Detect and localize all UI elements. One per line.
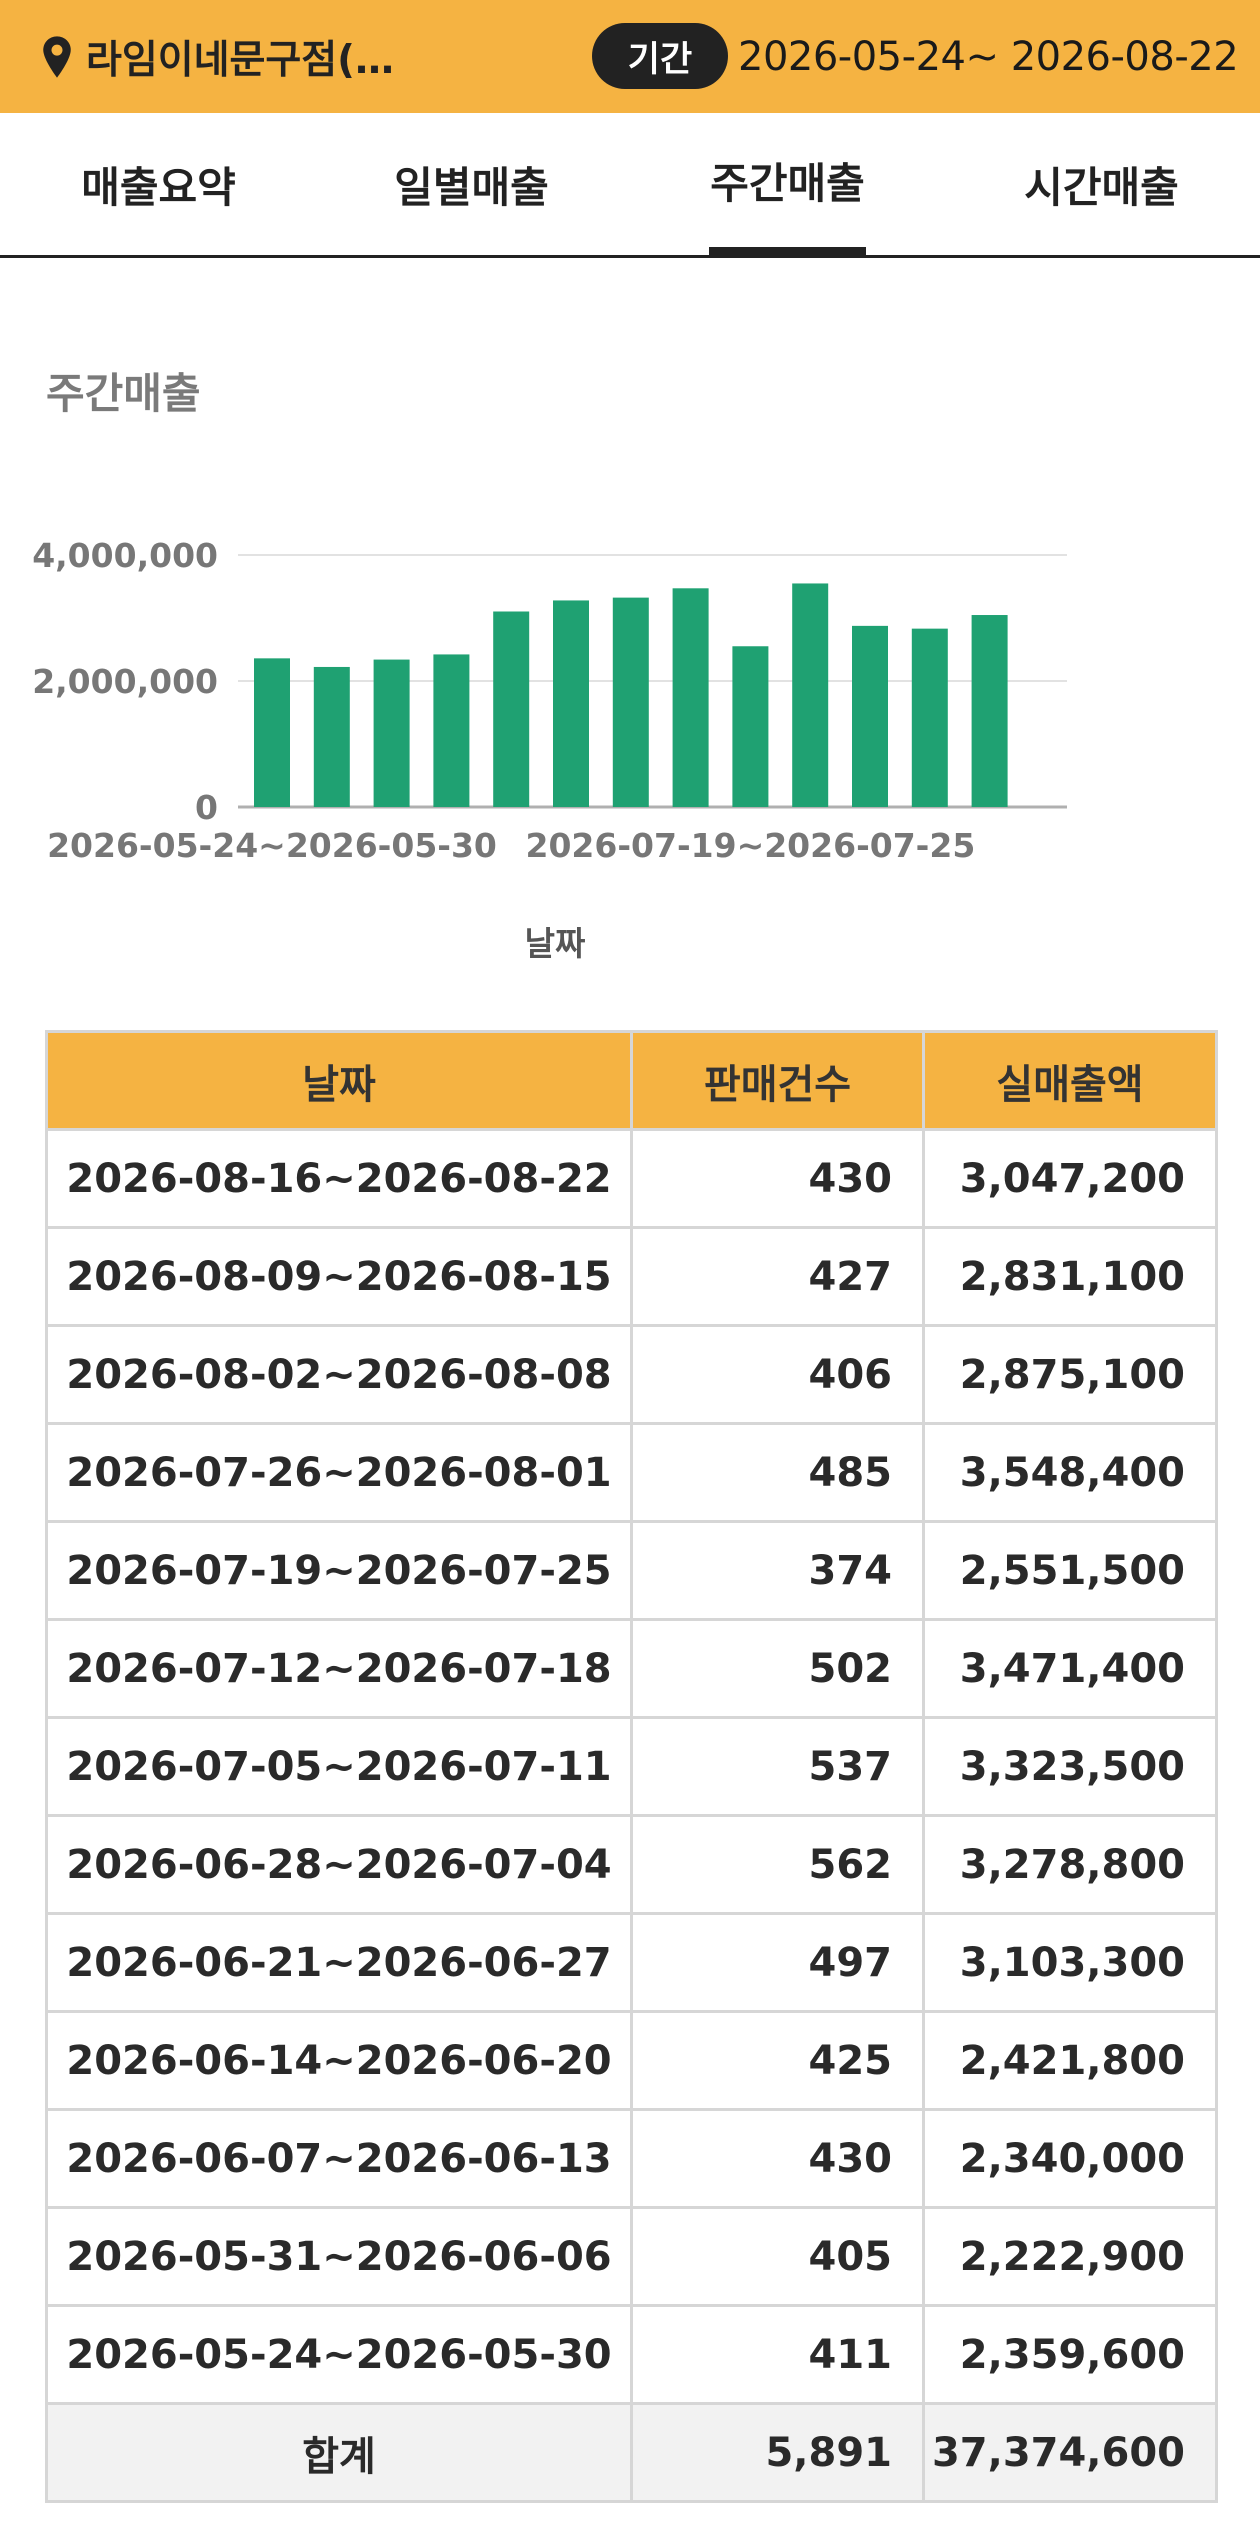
bar[interactable] <box>672 588 709 807</box>
row-date: 2026-07-26~2026-08-01 <box>45 1422 633 1523</box>
header-amount: 실매출액 <box>922 1030 1218 1131</box>
row-date: 2026-08-16~2026-08-22 <box>45 1128 633 1229</box>
total-label: 합계 <box>45 2402 633 2503</box>
row-count: 562 <box>630 1814 925 1915</box>
total-count: 5,891 <box>630 2402 925 2503</box>
total-amount: 37,374,600 <box>922 2402 1218 2503</box>
top-header: 라임이네문구점(… 기간 2026-05-24~ 2026-08-22 <box>0 0 1260 113</box>
row-count: 430 <box>630 1128 925 1229</box>
table-header-row: 날짜 판매건수 실매출액 <box>45 1030 1218 1131</box>
x-axis-label: 날짜 <box>525 924 586 963</box>
table-row: 2026-08-09~2026-08-15 427 2,831,100 <box>45 1226 1218 1327</box>
row-amount: 2,875,100 <box>922 1324 1218 1425</box>
table-row: 2026-08-02~2026-08-08 406 2,875,100 <box>45 1324 1218 1425</box>
row-date: 2026-06-21~2026-06-27 <box>45 1912 633 2013</box>
table-row: 2026-06-07~2026-06-13 430 2,340,000 <box>45 2108 1218 2209</box>
table-row: 2026-06-14~2026-06-20 425 2,421,800 <box>45 2010 1218 2111</box>
table-row: 2026-07-12~2026-07-18 502 3,471,400 <box>45 1618 1218 1719</box>
row-count: 374 <box>630 1520 925 1621</box>
row-date: 2026-07-12~2026-07-18 <box>45 1618 633 1719</box>
row-date: 2026-05-31~2026-06-06 <box>45 2206 633 2307</box>
row-amount: 3,471,400 <box>922 1618 1218 1719</box>
table-row: 2026-07-19~2026-07-25 374 2,551,500 <box>45 1520 1218 1621</box>
table-row: 2026-06-28~2026-07-04 562 3,278,800 <box>45 1814 1218 1915</box>
row-amount: 3,548,400 <box>922 1422 1218 1523</box>
row-count: 427 <box>630 1226 925 1327</box>
y-tick-label: 4,000,000 <box>32 536 218 575</box>
x-tick-label: 2026-05-24~2026-05-30 <box>47 826 497 865</box>
row-amount: 3,278,800 <box>922 1814 1218 1915</box>
store-name: 라임이네문구점(… <box>86 37 394 83</box>
weekly-sales-table: 날짜 판매건수 실매출액 2026-08-16~2026-08-22 430 3,0… <box>45 1030 1218 2503</box>
row-count: 406 <box>630 1324 925 1425</box>
store-selector[interactable]: 라임이네문구점(… <box>40 0 440 113</box>
row-amount: 2,222,900 <box>922 2206 1218 2307</box>
x-tick-label: 2026-07-19~2026-07-25 <box>525 826 975 865</box>
bar[interactable] <box>612 597 649 807</box>
table-row: 2026-06-21~2026-06-27 497 3,103,300 <box>45 1912 1218 2013</box>
row-date: 2026-06-14~2026-06-20 <box>45 2010 633 2111</box>
bar[interactable] <box>911 628 948 807</box>
row-amount: 2,551,500 <box>922 1520 1218 1621</box>
row-date: 2026-05-24~2026-05-30 <box>45 2304 633 2405</box>
row-count: 485 <box>630 1422 925 1523</box>
y-tick-label: 0 <box>195 788 218 827</box>
table-row: 2026-07-05~2026-07-11 537 3,323,500 <box>45 1716 1218 1817</box>
row-date: 2026-06-07~2026-06-13 <box>45 2108 633 2209</box>
table-row: 2026-07-26~2026-08-01 485 3,548,400 <box>45 1422 1218 1523</box>
bar[interactable] <box>313 666 350 807</box>
row-count: 405 <box>630 2206 925 2307</box>
row-amount: 2,340,000 <box>922 2108 1218 2209</box>
row-amount: 2,831,100 <box>922 1226 1218 1327</box>
row-amount: 3,323,500 <box>922 1716 1218 1817</box>
row-count: 425 <box>630 2010 925 2111</box>
row-date: 2026-07-05~2026-07-11 <box>45 1716 633 1817</box>
row-amount: 2,359,600 <box>922 2304 1218 2405</box>
row-count: 430 <box>630 2108 925 2209</box>
bar[interactable] <box>852 625 888 807</box>
row-amount: 3,103,300 <box>922 1912 1218 2013</box>
row-date: 2026-07-19~2026-07-25 <box>45 1520 633 1621</box>
tab-sales-summary[interactable]: 매출요약 <box>81 162 236 212</box>
section-title: 주간매출 <box>46 369 201 418</box>
tab-weekly-sales[interactable]: 주간매출 <box>709 113 866 255</box>
period-range-text[interactable]: 2026-05-24~ 2026-08-22 <box>738 33 1239 80</box>
row-amount: 2,421,800 <box>922 2010 1218 2111</box>
bar[interactable] <box>971 615 1008 807</box>
bar[interactable] <box>254 658 290 807</box>
bar[interactable] <box>732 646 769 807</box>
row-count: 497 <box>630 1912 925 2013</box>
bar[interactable] <box>373 659 410 807</box>
bar[interactable] <box>553 600 589 807</box>
header-count: 판매건수 <box>630 1030 925 1131</box>
row-date: 2026-08-02~2026-08-08 <box>45 1324 633 1425</box>
row-date: 2026-06-28~2026-07-04 <box>45 1814 633 1915</box>
tab-bar: 매출요약 일별매출 주간매출 시간매출 <box>0 113 1260 258</box>
row-amount: 3,047,200 <box>922 1128 1218 1229</box>
bar[interactable] <box>493 611 530 807</box>
location-pin-icon <box>43 35 71 78</box>
row-count: 537 <box>630 1716 925 1817</box>
bar[interactable] <box>792 583 829 807</box>
table-row: 2026-05-31~2026-06-06 405 2,222,900 <box>45 2206 1218 2307</box>
bar[interactable] <box>433 654 470 807</box>
header-date: 날짜 <box>45 1030 633 1131</box>
weekly-sales-bar-chart: 0 2,000,000 4,000,000 2026-05-24~2026-05-30… <box>32 536 1067 963</box>
tab-daily-sales[interactable]: 일별매출 <box>394 162 549 212</box>
table-row: 2026-08-16~2026-08-22 430 3,047,200 <box>45 1128 1218 1229</box>
table-total-row: 합계 5,891 37,374,600 <box>45 2402 1218 2503</box>
row-count: 411 <box>630 2304 925 2405</box>
period-label-badge[interactable]: 기간 <box>592 23 728 89</box>
tab-hourly-sales[interactable]: 시간매출 <box>1024 162 1179 212</box>
row-date: 2026-08-09~2026-08-15 <box>45 1226 633 1327</box>
row-count: 502 <box>630 1618 925 1719</box>
table-row: 2026-05-24~2026-05-30 411 2,359,600 <box>45 2304 1218 2405</box>
y-tick-label: 2,000,000 <box>32 662 218 701</box>
